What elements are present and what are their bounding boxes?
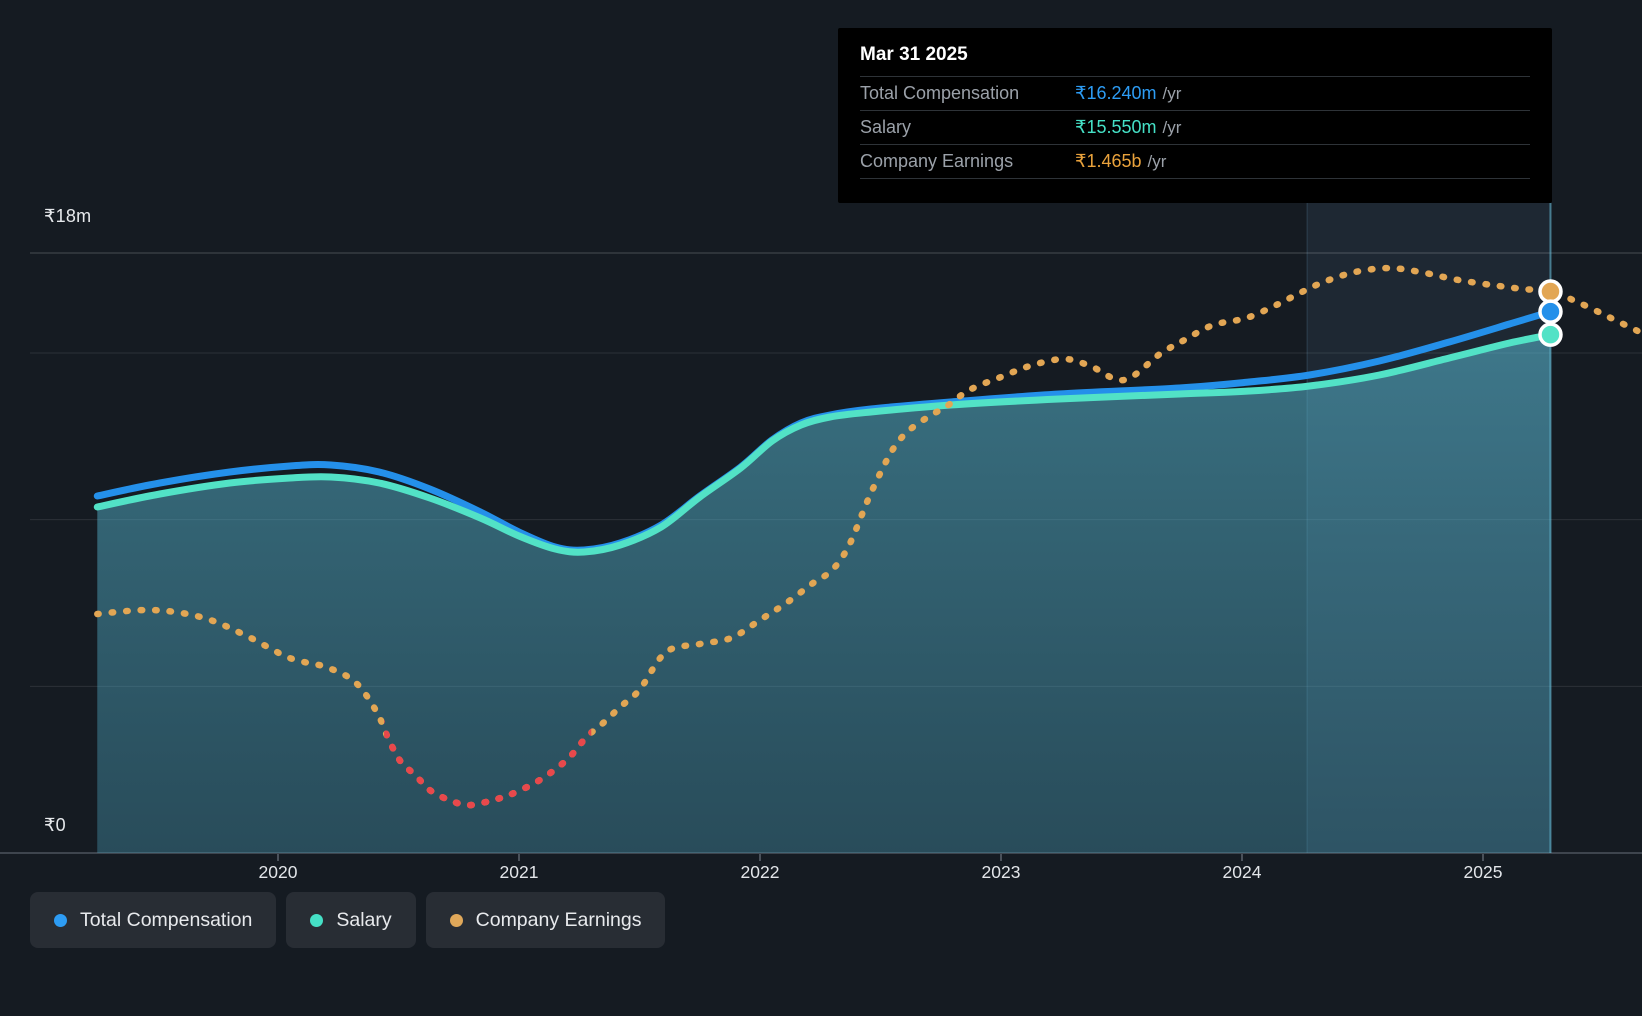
legend-label: Company Earnings: [475, 908, 642, 931]
company-earnings-marker-dot: [1538, 279, 1563, 304]
chart-tooltip: Mar 31 2025 Total Compensation ₹16.240m …: [838, 28, 1552, 203]
tooltip-value: ₹1.465b: [1075, 151, 1142, 171]
company-earnings-dot-icon: [449, 913, 463, 927]
tooltip-date: Mar 31 2025: [860, 38, 1530, 77]
tooltip-suffix: /yr: [1162, 83, 1182, 103]
tooltip-value: ₹16.240m: [1075, 83, 1157, 103]
legend-item-total-compensation[interactable]: Total Compensation: [30, 892, 277, 948]
total-compensation-marker-dot: [1538, 299, 1563, 324]
chart-legend: Total Compensation Salary Company Earnin…: [30, 892, 666, 948]
tooltip-label: Total Compensation: [860, 83, 1020, 103]
tooltip-suffix: /yr: [1147, 151, 1167, 171]
salary-line: [93, 331, 1554, 556]
x-axis-label-2022: 2022: [740, 862, 780, 882]
x-axis-label-2020: 2020: [258, 862, 298, 882]
tooltip-row-total-compensation: Total Compensation ₹16.240m /yr: [860, 77, 1530, 111]
legend-item-salary[interactable]: Salary: [286, 892, 416, 948]
legend-item-company-earnings[interactable]: Company Earnings: [425, 892, 666, 948]
legend-label: Salary: [336, 908, 392, 931]
legend-label: Total Compensation: [80, 908, 253, 931]
salary-marker-dot: [1538, 322, 1563, 347]
salary-dot-icon: [310, 913, 324, 927]
x-axis-label-2021: 2021: [499, 862, 539, 882]
total-compensation-dot-icon: [54, 913, 67, 927]
x-axis-label-2025: 2025: [1463, 862, 1503, 882]
tooltip-label: Company Earnings: [860, 151, 1014, 171]
x-axis-label-2023: 2023: [981, 862, 1021, 882]
x-axis-label-2024: 2024: [1222, 862, 1262, 882]
company-earnings-negative-segment: [384, 719, 592, 809]
salary-area-fill: [97, 334, 1551, 853]
tooltip-suffix: /yr: [1162, 117, 1182, 137]
tooltip-value: ₹15.550m: [1075, 117, 1157, 137]
y-axis-label-top: ₹18m: [44, 206, 92, 226]
tooltip-label: Salary: [860, 117, 912, 137]
y-axis-label-zero: ₹0: [44, 815, 66, 835]
tooltip-row-company-earnings: Company Earnings ₹1.465b /yr: [860, 145, 1530, 179]
tooltip-row-salary: Salary ₹15.550m /yr: [860, 111, 1530, 145]
